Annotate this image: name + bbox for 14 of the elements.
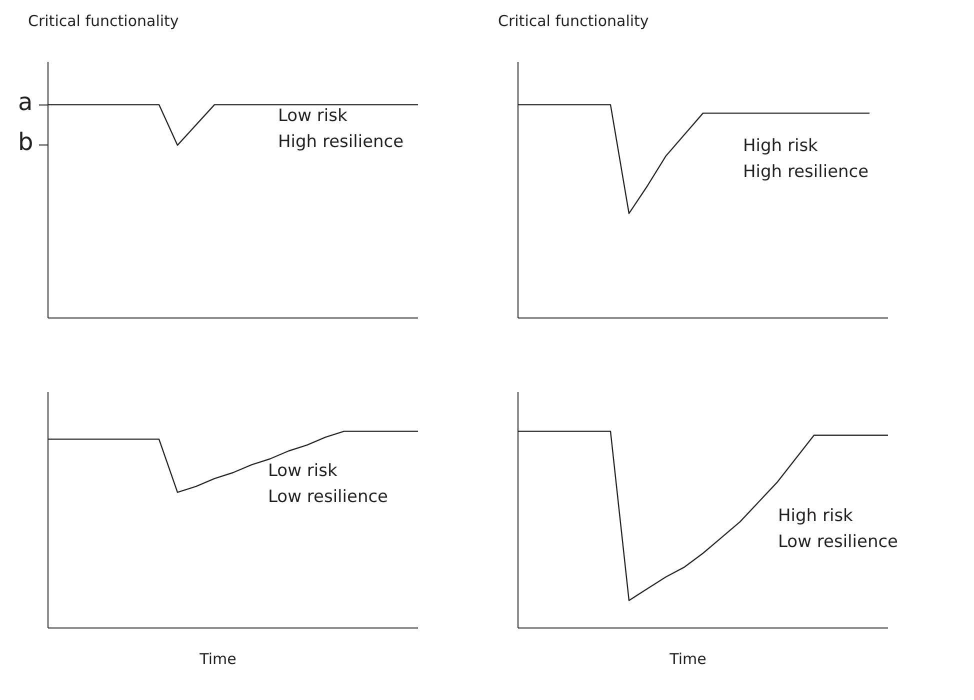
annotation: Low risk [278, 105, 348, 128]
annotation: High risk [778, 505, 853, 528]
annotation: Low resilience [778, 531, 898, 554]
y-axis-title: Critical functionality [28, 12, 179, 30]
x-axis-title: Time [200, 650, 236, 668]
x-axis-title: Time [670, 650, 706, 668]
annotation: Low resilience [268, 486, 388, 509]
text: b [18, 128, 34, 156]
y-axis-title: Critical functionality [498, 12, 649, 30]
annotation: High resilience [743, 161, 869, 184]
annotation: Low risk [268, 460, 338, 483]
text: a [18, 88, 33, 116]
annotation: High risk [743, 135, 818, 158]
annotation: High resilience [278, 131, 404, 154]
